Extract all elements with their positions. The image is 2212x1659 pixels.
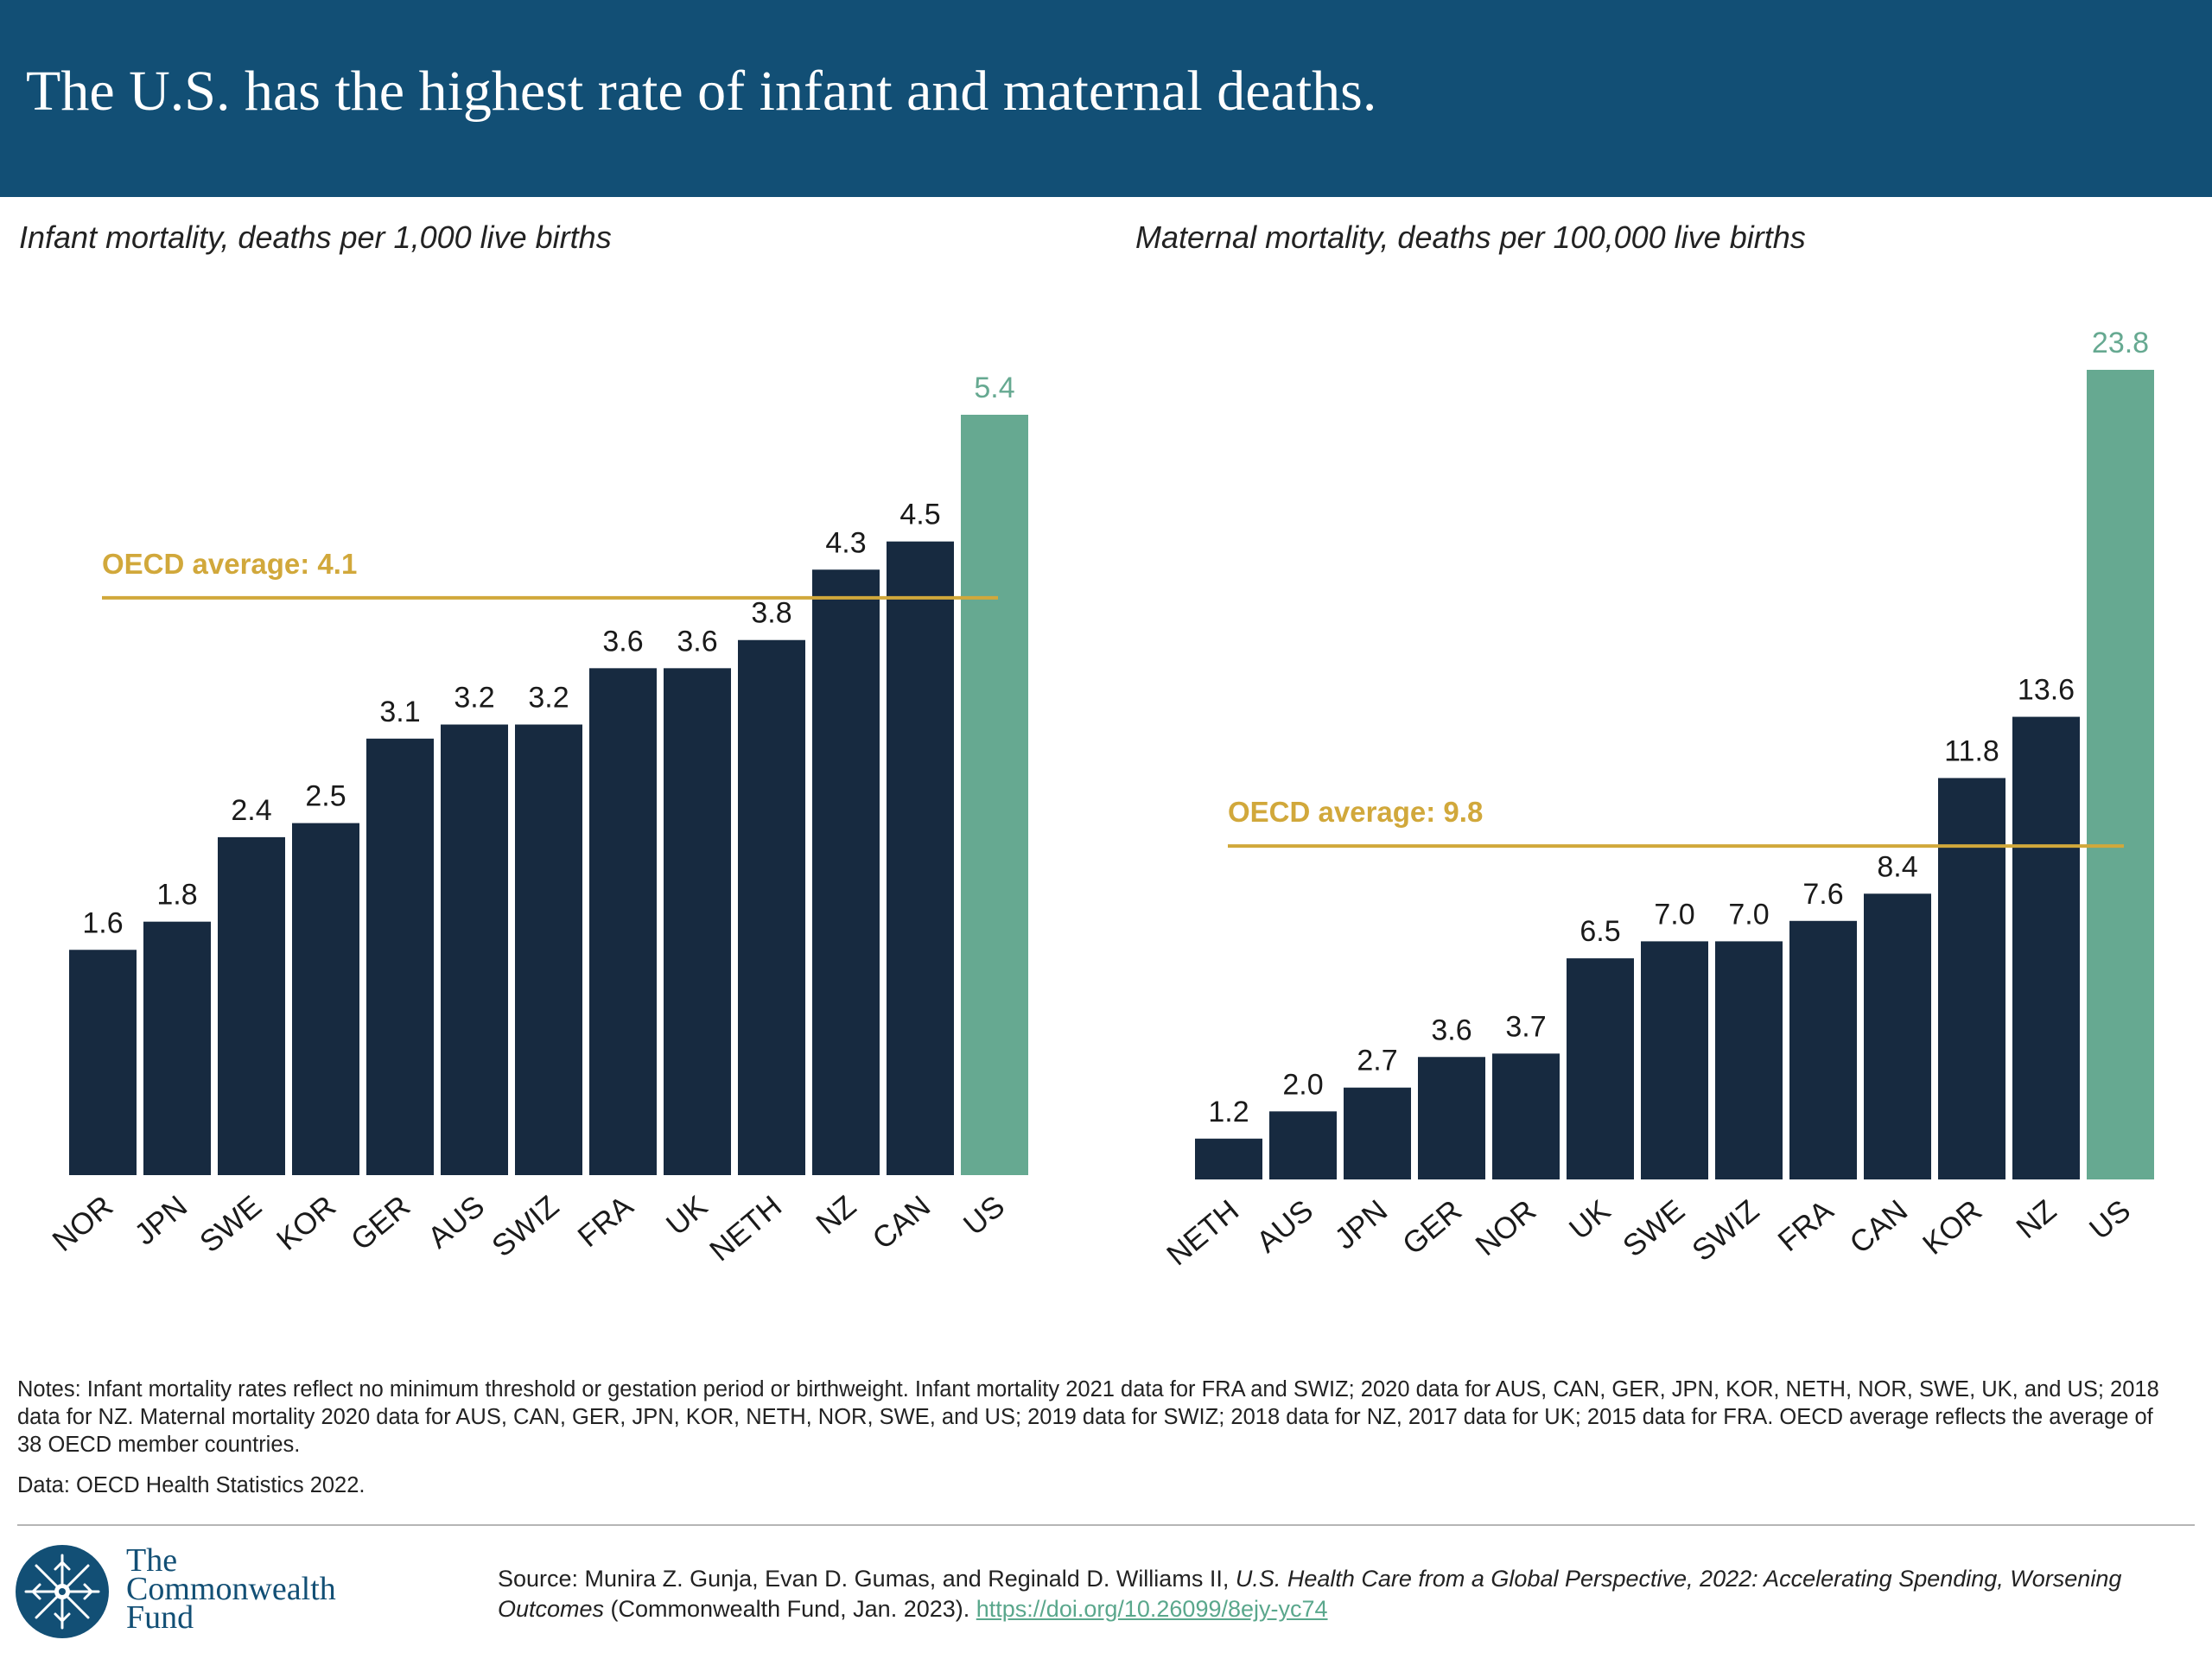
category-label-nor: NOR: [1469, 1193, 1542, 1262]
value-label-can: 8.4: [1877, 850, 1917, 883]
bar-nor: [1492, 1053, 1560, 1179]
bar-uk: [1567, 958, 1634, 1179]
category-label-uk: UK: [1563, 1193, 1617, 1246]
bar-swe: [1641, 941, 1708, 1179]
value-label-us: 23.8: [2092, 327, 2149, 359]
bar-aus: [441, 724, 508, 1175]
value-label-nor: 3.7: [1505, 1010, 1546, 1043]
category-label-kor: KOR: [1916, 1193, 1988, 1262]
value-label-jpn: 2.7: [1357, 1045, 1397, 1077]
value-label-kor: 11.8: [1944, 734, 1999, 767]
value-label-fra: 3.6: [602, 625, 643, 658]
bar-jpn: [1344, 1087, 1411, 1179]
bar-can: [1864, 893, 1931, 1179]
category-label-neth: NETH: [1160, 1193, 1245, 1272]
oecd-average-label: OECD average: 4.1: [102, 548, 357, 580]
value-label-nz: 4.3: [825, 526, 866, 559]
maternal-chart-title: Maternal mortality, deaths per 100,000 l…: [1135, 219, 1806, 255]
page-title: The U.S. has the highest rate of infant …: [26, 60, 1377, 123]
source-prefix: Source: Munira Z. Gunja, Evan D. Gumas, …: [498, 1566, 1236, 1592]
bar-neth: [738, 639, 805, 1175]
source-citation: Source: Munira Z. Gunja, Evan D. Gumas, …: [498, 1564, 2191, 1624]
value-label-jpn: 1.8: [156, 879, 197, 912]
category-label-us: US: [2083, 1193, 2137, 1246]
bar-kor: [292, 823, 359, 1175]
bar-nz: [2012, 716, 2080, 1179]
value-label-nz: 13.6: [2018, 674, 2075, 707]
value-label-aus: 3.2: [454, 682, 494, 715]
category-label-fra: FRA: [1771, 1193, 1840, 1258]
category-label-nz: NZ: [2010, 1193, 2063, 1245]
source-suffix: (Commonwealth Fund, Jan. 2023).: [604, 1596, 976, 1622]
infant-chart-title: Infant mortality, deaths per 1,000 live …: [19, 219, 612, 255]
value-label-ger: 3.1: [379, 696, 420, 728]
bar-fra: [589, 668, 657, 1175]
bar-us: [2087, 370, 2154, 1179]
value-label-us: 5.4: [974, 372, 1014, 404]
category-label-aus: AUS: [1250, 1193, 1319, 1259]
value-label-uk: 6.5: [1580, 915, 1620, 948]
value-label-neth: 1.2: [1208, 1096, 1249, 1128]
bar-neth: [1195, 1138, 1262, 1179]
logo-line-2: Commonwealth: [126, 1571, 336, 1607]
value-label-neth: 3.8: [751, 597, 791, 630]
commonwealth-fund-logo-icon: [16, 1545, 109, 1638]
bar-ger: [366, 738, 434, 1175]
category-label-swiz: SWIZ: [1686, 1193, 1765, 1268]
source-doi-link[interactable]: https://doi.org/10.26099/8ejy-yc74: [976, 1596, 1328, 1622]
maternal-mortality-chart: 1.2 NETH 2.0 AUS 2.7 JPN 3.6 GER 3.7 NOR 6.5 UK 7.0 S…: [1160, 327, 2154, 1272]
bar-us: [961, 415, 1028, 1175]
logo-line-3: Fund: [126, 1599, 194, 1636]
value-label-ger: 3.6: [1431, 1014, 1471, 1046]
value-label-swiz: 7.0: [1728, 898, 1769, 931]
bar-uk: [664, 668, 731, 1175]
infant-mortality-chart: 1.6NOR1.8JPN2.4SWE2.5KOR3.1GER3.2AUS3.2S…: [46, 372, 1028, 1268]
bar-ger: [1418, 1057, 1485, 1179]
bar-aus: [1269, 1111, 1337, 1179]
notes-text: Notes: Infant mortality rates reflect no…: [17, 1377, 2159, 1457]
bar-swiz: [1715, 941, 1783, 1179]
bar-jpn: [143, 921, 211, 1175]
bar-swiz: [515, 724, 582, 1175]
value-label-can: 4.5: [899, 499, 940, 531]
source-title: U.S. Health Care from a Global Perspecti…: [498, 1566, 2122, 1622]
bars-group: 1.6NOR1.8JPN2.4SWE2.5KOR3.1GER3.2AUS3.2S…: [46, 372, 1028, 1268]
header-banner: The U.S. has the highest rate of infant …: [0, 0, 2212, 197]
bar-nz: [812, 569, 880, 1175]
category-label-swe: SWE: [1617, 1193, 1691, 1263]
bar-can: [887, 541, 954, 1175]
bar-kor: [1938, 778, 2005, 1179]
bar-fra: [1789, 920, 1857, 1179]
value-label-aus: 2.0: [1282, 1068, 1323, 1101]
value-label-uk: 3.6: [677, 625, 717, 658]
commonwealth-fund-logo-text: The Commonwealth Fund: [126, 1542, 336, 1636]
category-label-ger: GER: [1396, 1193, 1468, 1262]
bar-swe: [218, 836, 285, 1175]
value-label-swe: 7.0: [1654, 898, 1694, 931]
logo-line-1: The: [126, 1542, 178, 1579]
value-label-nor: 1.6: [82, 906, 123, 939]
category-label-can: CAN: [1843, 1193, 1914, 1260]
data-source-text: Data: OECD Health Statistics 2022.: [17, 1473, 365, 1497]
value-label-fra: 7.6: [1802, 878, 1843, 911]
category-label-jpn: JPN: [1328, 1193, 1394, 1255]
footer-divider: [17, 1524, 2195, 1526]
bar-nor: [69, 950, 137, 1175]
value-label-kor: 2.5: [305, 780, 346, 813]
value-label-swiz: 3.2: [528, 682, 569, 715]
value-label-swe: 2.4: [231, 794, 271, 827]
oecd-average-label: OECD average: 9.8: [1228, 796, 1483, 828]
